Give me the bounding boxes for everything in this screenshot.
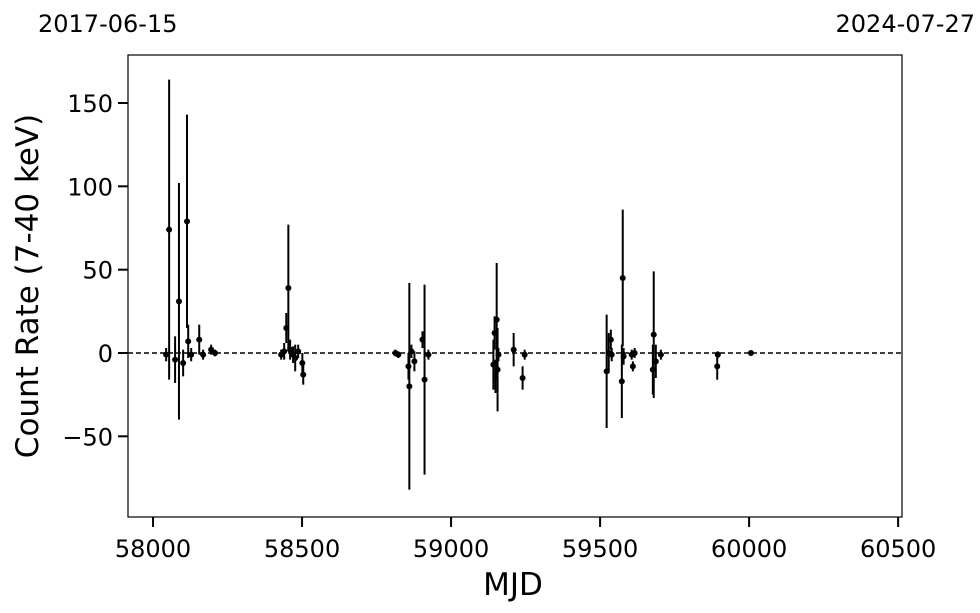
data-point <box>652 358 659 365</box>
data-point <box>175 298 182 305</box>
data-point <box>607 336 614 343</box>
data-point <box>618 378 625 385</box>
data-point <box>650 331 657 338</box>
y-tick-label: 0 <box>98 340 113 368</box>
data-point <box>300 371 307 378</box>
data-point <box>620 353 627 360</box>
y-tick-label: −50 <box>62 423 113 451</box>
data-point <box>292 355 299 361</box>
x-axis-label: MJD <box>483 567 543 603</box>
x-tick-label: 59500 <box>562 535 638 563</box>
data-point <box>714 351 721 358</box>
data-point <box>519 375 526 381</box>
data-point <box>395 351 402 358</box>
y-axis-label: Count Rate (7-40 keV) <box>10 114 46 458</box>
data-point <box>521 351 528 358</box>
data-point <box>295 348 302 355</box>
data-point <box>619 275 626 281</box>
data-point <box>172 356 179 363</box>
data-point <box>411 358 418 365</box>
data-point <box>184 218 191 225</box>
data-point <box>714 363 721 370</box>
data-point <box>299 360 306 366</box>
x-tick-label: 60000 <box>711 535 787 563</box>
data-point <box>188 351 195 358</box>
data-point <box>166 226 173 233</box>
data-point <box>212 350 219 356</box>
data-point <box>747 350 754 356</box>
y-tick-label: 100 <box>67 173 113 201</box>
plot-frame <box>127 54 903 518</box>
data-point <box>494 366 501 373</box>
x-tick-label: 58000 <box>115 535 191 563</box>
data-point <box>281 348 288 355</box>
data-point <box>287 346 294 353</box>
data-point <box>657 351 664 358</box>
data-point <box>408 348 415 355</box>
x-tick-label: 58500 <box>264 535 340 563</box>
x-tick-label: 59000 <box>413 535 489 563</box>
x-tick-label: 60500 <box>860 535 936 563</box>
data-point <box>608 351 615 358</box>
y-tick-label: 50 <box>82 257 113 285</box>
data-point <box>180 360 187 366</box>
data-point <box>200 351 207 358</box>
data-point <box>406 383 413 390</box>
data-point <box>510 346 517 353</box>
data-point <box>631 350 638 356</box>
data-point <box>629 363 636 370</box>
start-date: 2017-06-15 <box>38 10 177 38</box>
data-point <box>425 351 432 358</box>
y-tick-label: 150 <box>67 90 113 118</box>
data-point <box>495 351 502 358</box>
data-point <box>285 285 292 291</box>
data-point <box>185 338 192 345</box>
data-point <box>163 351 170 358</box>
data-point <box>196 336 203 343</box>
end-date: 2024-07-27 <box>836 10 975 38</box>
data-point <box>493 316 500 323</box>
data-point <box>421 376 428 383</box>
